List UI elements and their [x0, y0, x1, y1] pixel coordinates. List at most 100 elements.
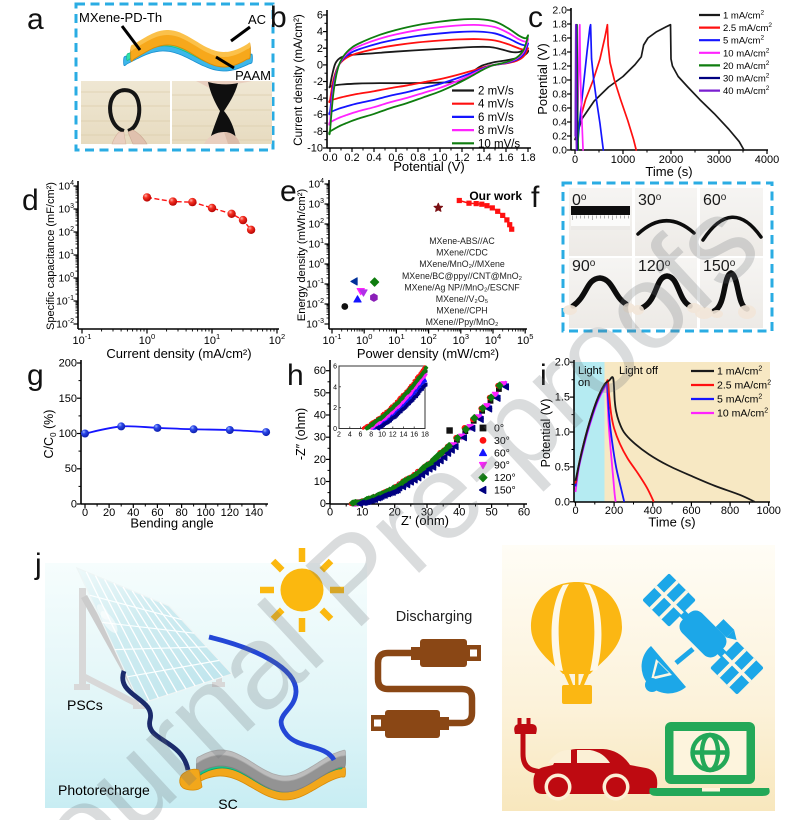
svg-text:10: 10 — [356, 507, 368, 519]
svg-text:1.4: 1.4 — [552, 47, 567, 59]
svg-text:h: h — [287, 359, 304, 392]
svg-text:g: g — [27, 359, 44, 392]
svg-text:d: d — [22, 184, 39, 217]
svg-text:30 mA/cm2: 30 mA/cm2 — [723, 73, 770, 85]
svg-text:20: 20 — [389, 507, 401, 519]
svg-text:60: 60 — [151, 507, 163, 519]
svg-text:10: 10 — [378, 432, 386, 439]
svg-text:PAAM: PAAM — [235, 68, 271, 83]
svg-text:-2: -2 — [313, 76, 323, 88]
svg-text:1.2: 1.2 — [454, 152, 469, 164]
svg-text:b: b — [270, 1, 287, 34]
svg-text:6: 6 — [333, 364, 337, 371]
svg-text:1.0: 1.0 — [552, 75, 567, 87]
svg-text:Potential (V): Potential (V) — [539, 399, 553, 468]
svg-text:20: 20 — [103, 507, 115, 519]
svg-text:2.0: 2.0 — [552, 5, 567, 17]
svg-text:2 mV/s: 2 mV/s — [478, 86, 514, 98]
svg-text:0.8: 0.8 — [552, 89, 567, 101]
svg-text:150°: 150° — [494, 485, 516, 497]
svg-text:0.0: 0.0 — [552, 145, 567, 157]
svg-text:600: 600 — [682, 505, 700, 517]
svg-text:SC: SC — [218, 796, 237, 812]
svg-text:0.2: 0.2 — [552, 131, 567, 143]
svg-text:6: 6 — [359, 432, 363, 439]
svg-text:MXene/BC@ppy//CNT@MnO₂: MXene/BC@ppy//CNT@MnO₂ — [402, 271, 522, 281]
svg-text:f: f — [531, 181, 540, 214]
svg-text:i: i — [540, 359, 547, 392]
svg-text:-8: -8 — [313, 126, 323, 138]
svg-text:Light off: Light off — [619, 365, 659, 377]
svg-text:0: 0 — [572, 154, 578, 166]
svg-text:60°: 60° — [494, 447, 510, 459]
svg-text:80: 80 — [175, 507, 187, 519]
svg-text:6: 6 — [317, 10, 323, 22]
svg-text:120o: 120o — [638, 258, 671, 275]
svg-text:10: 10 — [314, 476, 326, 488]
svg-text:0.4: 0.4 — [552, 117, 567, 129]
svg-text:1 mA/cm2: 1 mA/cm2 — [723, 10, 764, 22]
svg-text:-6: -6 — [313, 109, 323, 121]
svg-text:1.6: 1.6 — [498, 152, 513, 164]
svg-text:140: 140 — [245, 507, 263, 519]
svg-text:10 mV/s: 10 mV/s — [478, 138, 520, 150]
svg-text:MXene//CDC: MXene//CDC — [436, 248, 488, 258]
svg-text:30°: 30° — [494, 435, 510, 447]
svg-text:2: 2 — [337, 432, 341, 439]
svg-text:on: on — [578, 377, 590, 389]
svg-text:-4: -4 — [313, 93, 323, 105]
svg-text:4: 4 — [317, 26, 323, 38]
svg-text:0: 0 — [71, 499, 77, 511]
svg-text:Power density (mW/cm²): Power density (mW/cm²) — [357, 346, 499, 361]
svg-text:Bending angle: Bending angle — [130, 516, 213, 531]
svg-text:4000: 4000 — [755, 154, 779, 166]
svg-text:0: 0 — [572, 505, 578, 517]
svg-text:1 mA/cm2: 1 mA/cm2 — [717, 366, 762, 378]
svg-text:1.8: 1.8 — [520, 152, 535, 164]
svg-text:20 mA/cm2: 20 mA/cm2 — [723, 60, 770, 72]
svg-text:0: 0 — [82, 507, 88, 519]
svg-text:Potential (V): Potential (V) — [535, 43, 550, 115]
svg-text:0: 0 — [327, 507, 333, 519]
svg-text:40 mA/cm2: 40 mA/cm2 — [723, 85, 770, 97]
svg-text:40: 40 — [314, 410, 326, 422]
svg-text:0.8: 0.8 — [410, 152, 425, 164]
svg-text:200: 200 — [59, 358, 77, 370]
svg-text:Z' (ohm): Z' (ohm) — [401, 513, 449, 528]
svg-text:0: 0 — [320, 498, 326, 510]
svg-text:120: 120 — [221, 507, 239, 519]
svg-text:1.8: 1.8 — [552, 19, 567, 31]
svg-text:C/C0 (%): C/C0 (%) — [42, 410, 58, 459]
svg-text:6 mV/s: 6 mV/s — [478, 112, 514, 124]
svg-text:0: 0 — [333, 426, 337, 433]
svg-text:Time (s): Time (s) — [648, 515, 695, 530]
svg-text:2.5 mA/cm2: 2.5 mA/cm2 — [723, 22, 772, 34]
svg-text:16: 16 — [410, 432, 418, 439]
svg-text:0: 0 — [317, 59, 323, 71]
svg-text:40: 40 — [453, 507, 465, 519]
svg-text:Light: Light — [578, 365, 602, 377]
svg-text:120°: 120° — [494, 472, 516, 484]
svg-text:2: 2 — [333, 405, 337, 412]
svg-text:12: 12 — [389, 432, 397, 439]
svg-text:Discharging: Discharging — [396, 609, 473, 625]
svg-text:AC: AC — [248, 12, 266, 27]
svg-text:3000: 3000 — [707, 154, 731, 166]
svg-text:1.0: 1.0 — [555, 427, 570, 439]
svg-text:0.2: 0.2 — [344, 152, 359, 164]
svg-text:5 mA/cm2: 5 mA/cm2 — [717, 394, 762, 406]
svg-text:10 mA/cm2: 10 mA/cm2 — [717, 408, 768, 420]
svg-text:10 mA/cm2: 10 mA/cm2 — [723, 47, 770, 59]
svg-text:30: 30 — [314, 432, 326, 444]
svg-text:30: 30 — [421, 507, 433, 519]
svg-text:Energy density (mWh/cm²): Energy density (mWh/cm²) — [296, 189, 308, 322]
svg-text:MXene/MnO₂//MXene: MXene/MnO₂//MXene — [419, 259, 505, 269]
svg-text:18: 18 — [421, 432, 429, 439]
svg-text:40: 40 — [127, 507, 139, 519]
svg-text:Time (s): Time (s) — [645, 164, 692, 179]
svg-text:0.0: 0.0 — [555, 496, 570, 508]
svg-text:8 mV/s: 8 mV/s — [478, 125, 514, 137]
svg-text:4 mV/s: 4 mV/s — [478, 99, 514, 111]
svg-text:Our work: Our work — [469, 189, 522, 203]
svg-text:50: 50 — [485, 507, 497, 519]
